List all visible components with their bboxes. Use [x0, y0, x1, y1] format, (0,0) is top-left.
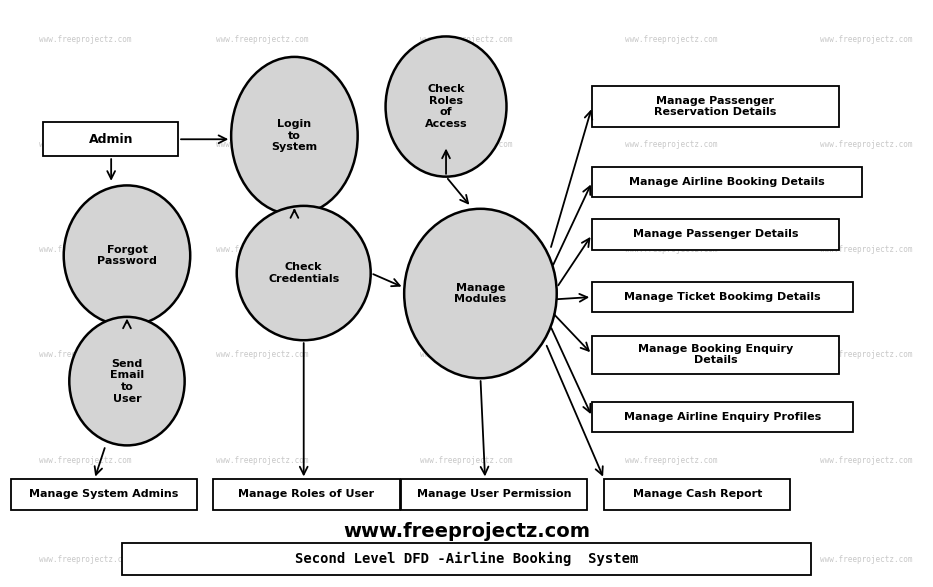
Text: Manage
Modules: Manage Modules — [454, 283, 507, 304]
Ellipse shape — [237, 206, 370, 340]
Text: www.freeprojectz.com: www.freeprojectz.com — [39, 35, 132, 44]
Ellipse shape — [63, 185, 190, 326]
FancyBboxPatch shape — [401, 479, 588, 510]
Text: www.freeprojectz.com: www.freeprojectz.com — [625, 456, 717, 464]
Text: Manage Ticket Bookimg Details: Manage Ticket Bookimg Details — [624, 292, 821, 302]
FancyBboxPatch shape — [43, 122, 178, 156]
FancyBboxPatch shape — [592, 336, 839, 373]
Text: Manage System Admins: Manage System Admins — [29, 490, 178, 500]
Text: www.freeprojectz.com: www.freeprojectz.com — [625, 245, 717, 254]
Text: www.freeprojectz.com: www.freeprojectz.com — [216, 245, 308, 254]
Text: Admin: Admin — [89, 133, 132, 146]
Text: www.freeprojectz.com: www.freeprojectz.com — [39, 350, 132, 359]
Text: www.freeprojectz.com: www.freeprojectz.com — [625, 140, 717, 149]
Text: Manage Booking Enquiry
Details: Manage Booking Enquiry Details — [638, 344, 793, 365]
Text: Second Level DFD -Airline Booking  System: Second Level DFD -Airline Booking System — [295, 552, 638, 566]
Text: www.freeprojectz.com: www.freeprojectz.com — [625, 350, 717, 359]
Text: Manage Passenger
Reservation Details: Manage Passenger Reservation Details — [654, 96, 776, 117]
Text: www.freeprojectz.com: www.freeprojectz.com — [216, 35, 308, 44]
Text: Check
Credentials: Check Credentials — [268, 262, 340, 284]
Ellipse shape — [69, 317, 185, 446]
Text: www.freeprojectz.com: www.freeprojectz.com — [420, 350, 513, 359]
Ellipse shape — [231, 57, 357, 215]
Text: www.freeprojectz.com: www.freeprojectz.com — [820, 140, 912, 149]
Text: Login
to
System: Login to System — [272, 119, 317, 153]
FancyBboxPatch shape — [214, 479, 399, 510]
FancyBboxPatch shape — [10, 479, 197, 510]
Text: www.freeprojectz.com: www.freeprojectz.com — [420, 140, 513, 149]
Text: www.freeprojectz.com: www.freeprojectz.com — [39, 456, 132, 464]
Text: www.freeprojectz.com: www.freeprojectz.com — [420, 555, 513, 564]
Text: www.freeprojectz.com: www.freeprojectz.com — [820, 350, 912, 359]
Text: Manage User Permission: Manage User Permission — [417, 490, 572, 500]
Text: www.freeprojectz.com: www.freeprojectz.com — [820, 456, 912, 464]
Text: www.freeprojectz.com: www.freeprojectz.com — [343, 522, 590, 541]
Text: Send
Email
to
User: Send Email to User — [110, 359, 144, 403]
Text: www.freeprojectz.com: www.freeprojectz.com — [420, 35, 513, 44]
Text: www.freeprojectz.com: www.freeprojectz.com — [820, 245, 912, 254]
Text: Manage Cash Report: Manage Cash Report — [633, 490, 762, 500]
Text: www.freeprojectz.com: www.freeprojectz.com — [39, 140, 132, 149]
Text: Manage Airline Enquiry Profiles: Manage Airline Enquiry Profiles — [623, 411, 821, 422]
Text: www.freeprojectz.com: www.freeprojectz.com — [39, 555, 132, 564]
Text: Check
Roles
of
Access: Check Roles of Access — [425, 84, 467, 129]
Text: www.freeprojectz.com: www.freeprojectz.com — [820, 35, 912, 44]
FancyBboxPatch shape — [592, 220, 839, 249]
Text: www.freeprojectz.com: www.freeprojectz.com — [625, 555, 717, 564]
FancyBboxPatch shape — [592, 86, 839, 127]
Text: www.freeprojectz.com: www.freeprojectz.com — [216, 555, 308, 564]
Text: www.freeprojectz.com: www.freeprojectz.com — [216, 456, 308, 464]
Text: Forgot
Password: Forgot Password — [97, 245, 157, 266]
FancyBboxPatch shape — [122, 543, 811, 575]
Ellipse shape — [385, 36, 507, 177]
Text: www.freeprojectz.com: www.freeprojectz.com — [420, 456, 513, 464]
FancyBboxPatch shape — [592, 282, 853, 312]
Ellipse shape — [404, 209, 557, 378]
Text: www.freeprojectz.com: www.freeprojectz.com — [420, 245, 513, 254]
Text: www.freeprojectz.com: www.freeprojectz.com — [216, 350, 308, 359]
Text: www.freeprojectz.com: www.freeprojectz.com — [625, 35, 717, 44]
Text: www.freeprojectz.com: www.freeprojectz.com — [216, 140, 308, 149]
Text: Manage Airline Booking Details: Manage Airline Booking Details — [629, 177, 825, 187]
FancyBboxPatch shape — [605, 479, 790, 510]
FancyBboxPatch shape — [592, 167, 862, 197]
Text: www.freeprojectz.com: www.freeprojectz.com — [820, 555, 912, 564]
Text: Manage Roles of User: Manage Roles of User — [239, 490, 374, 500]
Text: www.freeprojectz.com: www.freeprojectz.com — [39, 245, 132, 254]
Text: Manage Passenger Details: Manage Passenger Details — [633, 230, 798, 239]
FancyBboxPatch shape — [592, 402, 853, 432]
